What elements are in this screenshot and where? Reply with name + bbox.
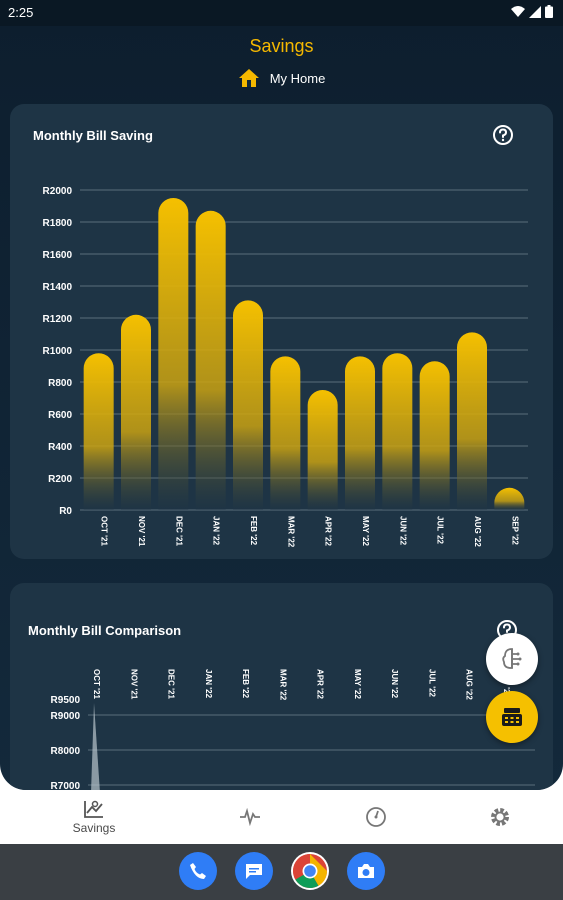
app-dock [0, 852, 563, 890]
x-tick-label: JUN '22 [390, 669, 399, 699]
x-tick-label: SEP '22 [510, 516, 519, 545]
bar [457, 332, 487, 510]
x-tick-label: JUL '22 [427, 669, 436, 698]
signal-icon [529, 5, 541, 18]
y-tick-label: R600 [48, 410, 72, 421]
bottom-nav: Savings [0, 790, 563, 844]
y-tick-label: R800 [48, 378, 72, 389]
phone-icon[interactable] [178, 852, 217, 890]
nav-label-savings: Savings [72, 821, 116, 835]
y-tick-label: R8000 [51, 746, 81, 757]
status-icons [511, 5, 553, 18]
home-selector[interactable]: My Home [0, 68, 563, 88]
monthly-bill-comparison-card: Monthly Bill Comparison OCT '21 NOV '21 DE… [10, 583, 553, 790]
home-label: My Home [269, 70, 326, 86]
y-tick-label: R9500 [51, 695, 81, 706]
monthly-saving-chart: R0 R200 R400 R600 R800 R1000 R1200 R1400 R1600 R1… [43, 186, 528, 548]
y-tick-label: R400 [48, 442, 72, 453]
status-time: 2:25 [8, 5, 34, 20]
x-tick-label: AUG '22 [473, 516, 482, 547]
y-tick-label: R200 [48, 474, 72, 485]
bar [83, 353, 114, 510]
card-title-comparison: Monthly Bill Comparison [28, 623, 182, 638]
bar [419, 361, 450, 510]
bar [233, 300, 263, 510]
bill-fab[interactable] [486, 691, 538, 743]
nav-gauge[interactable] [326, 790, 426, 844]
x-tick-label: JUN '22 [398, 516, 407, 546]
x-tick-label: FEB '22 [249, 516, 258, 546]
x-tick-label: MAR '22 [278, 669, 287, 701]
nav-savings[interactable]: Savings [44, 790, 144, 844]
y-tick-label: R1600 [43, 250, 73, 261]
bar [494, 487, 525, 510]
battery-icon [545, 5, 553, 18]
x-tick-label: DEC '21 [167, 669, 176, 699]
brain-icon [502, 648, 522, 669]
y-tick-label: R1800 [43, 218, 73, 229]
x-tick-label: MAR '22 [286, 516, 295, 548]
nav-activity[interactable] [200, 790, 300, 844]
camera-icon[interactable] [346, 852, 385, 890]
bar [270, 356, 301, 510]
system-bar [0, 844, 563, 900]
x-tick-label: MAY '22 [361, 516, 370, 546]
x-tick-label: NOV '21 [129, 669, 138, 700]
x-tick-label: APR '22 [324, 516, 333, 546]
x-tick-label: APR '22 [316, 669, 325, 699]
y-tick-label: R1000 [43, 346, 73, 357]
y-tick-label: R1200 [43, 314, 73, 325]
x-tick-label: JAN '22 [204, 669, 213, 699]
nav-settings[interactable] [450, 790, 550, 844]
x-tick-label: AUG '22 [465, 669, 474, 700]
y-tick-label: R2000 [43, 186, 73, 197]
home-icon [238, 69, 259, 87]
monthly-comparison-chart: OCT '21 NOV '21 DEC '21 JAN '22 FEB '22 MAR '… [51, 669, 535, 790]
help-icon[interactable] [492, 124, 514, 146]
chrome-icon[interactable] [290, 852, 329, 890]
x-tick-label: OCT '21 [100, 516, 109, 546]
x-tick-label: DEC '21 [174, 516, 183, 546]
x-tick-label: OCT '21 [92, 669, 101, 699]
bar [195, 210, 226, 510]
insights-fab[interactable] [486, 633, 538, 685]
savings-chart-icon [84, 800, 103, 818]
bar [121, 314, 151, 510]
bar [345, 356, 375, 510]
bar [158, 198, 189, 510]
gauge-icon [366, 807, 386, 827]
page-title: Savings [249, 36, 314, 56]
x-tick-label: NOV '21 [137, 516, 146, 547]
messages-icon[interactable] [234, 852, 273, 890]
gear-icon [491, 808, 509, 826]
status-bar: 2:25 [0, 0, 563, 26]
y-tick-label: R0 [59, 506, 72, 517]
bar [307, 390, 338, 510]
y-tick-label: R1400 [43, 282, 73, 293]
monthly-bill-saving-card: Monthly Bill Saving R0 R200 R400 R600 R800 R1… [10, 104, 553, 559]
x-tick-label: JAN '22 [212, 516, 221, 546]
wifi-icon [511, 5, 525, 17]
pulse-icon [240, 808, 260, 826]
series-area [91, 703, 100, 790]
y-tick-label: R7000 [51, 781, 81, 790]
card-title-saving: Monthly Bill Saving [33, 128, 153, 143]
app-screen: 2:25 Savings My Home Monthly Bill Saving [0, 0, 563, 790]
bill-icon [502, 708, 522, 726]
bar [382, 353, 413, 510]
y-tick-label: R9000 [51, 711, 81, 722]
x-tick-label: JUL '22 [436, 516, 445, 545]
x-tick-label: FEB '22 [241, 669, 250, 699]
x-tick-label: MAY '22 [353, 669, 362, 699]
